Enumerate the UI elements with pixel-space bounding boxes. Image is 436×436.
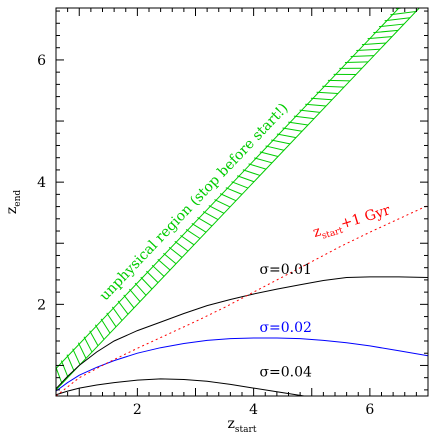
region-hatch <box>168 246 183 258</box>
series-line-3 <box>56 204 428 396</box>
sigma-002-label: σ=0.02 <box>259 320 311 336</box>
region-hatch <box>134 282 147 296</box>
region-hatch <box>219 193 237 202</box>
region-hatch <box>378 23 405 28</box>
region-hatch <box>214 199 231 208</box>
sigma-001-label: σ=0.01 <box>259 262 311 278</box>
unphysical-region <box>56 0 428 391</box>
region-hatch <box>163 252 177 265</box>
region-hatch <box>242 169 261 176</box>
y-tick-label: 2 <box>37 297 46 313</box>
gyr-line-label: zstart+1 Gyr <box>311 202 393 244</box>
region-hatch <box>310 97 333 101</box>
series-line-0 <box>56 276 428 390</box>
region-hatch <box>191 223 207 233</box>
y-axis-label: zend <box>4 190 23 215</box>
region-hatch <box>146 270 159 284</box>
region-hatch <box>293 115 315 120</box>
region-hatch <box>100 318 111 334</box>
region-lower-boundary <box>56 8 420 391</box>
region-hatch <box>94 324 105 340</box>
region-hatch <box>316 91 339 94</box>
y-tick-label: 6 <box>37 53 46 69</box>
region-hatch <box>276 133 297 139</box>
region-hatch <box>60 360 69 378</box>
series-line-2 <box>56 378 308 396</box>
series-line-1 <box>56 337 428 392</box>
region-hatch <box>350 55 375 57</box>
x-axis-label: zstart <box>228 416 257 435</box>
region-hatch <box>384 17 411 22</box>
region-hatch <box>237 175 255 183</box>
region-hatch <box>390 10 417 16</box>
region-hatch <box>174 240 189 252</box>
x-tick-label: 6 <box>365 402 374 418</box>
region-hatch <box>322 85 345 88</box>
y-tick-label: 4 <box>37 175 46 191</box>
region-upper-boundary <box>56 8 400 369</box>
axis-ticks <box>55 8 429 396</box>
region-hatch <box>265 145 285 151</box>
region-hatch <box>106 312 117 328</box>
region-hatch <box>282 127 303 132</box>
tick-labels: 2 4 6 2 4 6 <box>37 53 374 418</box>
region-hatch <box>225 187 243 195</box>
sigma-004-label: σ=0.04 <box>259 364 312 380</box>
region-hatch <box>367 36 393 40</box>
x-tick-label: 4 <box>249 402 258 418</box>
region-hatch <box>83 336 93 353</box>
region-hatch <box>288 121 309 126</box>
region-hatch <box>305 103 327 107</box>
region-hatch <box>140 276 153 290</box>
region-hatch <box>259 151 279 158</box>
region-hatch <box>185 228 201 239</box>
x-tick-label: 2 <box>133 402 142 418</box>
region-hatch <box>373 29 399 34</box>
region-hatch <box>117 300 129 315</box>
region-hatch <box>248 163 267 170</box>
region-hatch <box>157 258 171 271</box>
region-hatch <box>197 217 213 227</box>
region-hatch <box>56 388 57 390</box>
region-hatch <box>77 342 87 359</box>
region-hatch <box>72 348 81 365</box>
region-hatch <box>123 294 135 309</box>
region-hatch <box>356 48 381 52</box>
region-hatch <box>202 211 219 221</box>
region-hatch <box>111 306 123 321</box>
region-hatch <box>271 139 291 145</box>
region-hatch <box>66 354 75 372</box>
region-hatch <box>89 330 99 346</box>
region-hatch <box>299 109 321 113</box>
region-hatch <box>129 288 141 302</box>
region-hatch <box>254 157 273 164</box>
region-hatch <box>402 0 428 3</box>
region-hatch <box>361 42 387 46</box>
region-hatch <box>231 181 249 189</box>
region-hatch <box>151 264 165 277</box>
region-hatch <box>180 234 195 246</box>
region-hatch <box>344 61 369 63</box>
region-hatch <box>56 366 63 384</box>
series-group <box>56 204 428 396</box>
region-hatch <box>208 205 225 214</box>
